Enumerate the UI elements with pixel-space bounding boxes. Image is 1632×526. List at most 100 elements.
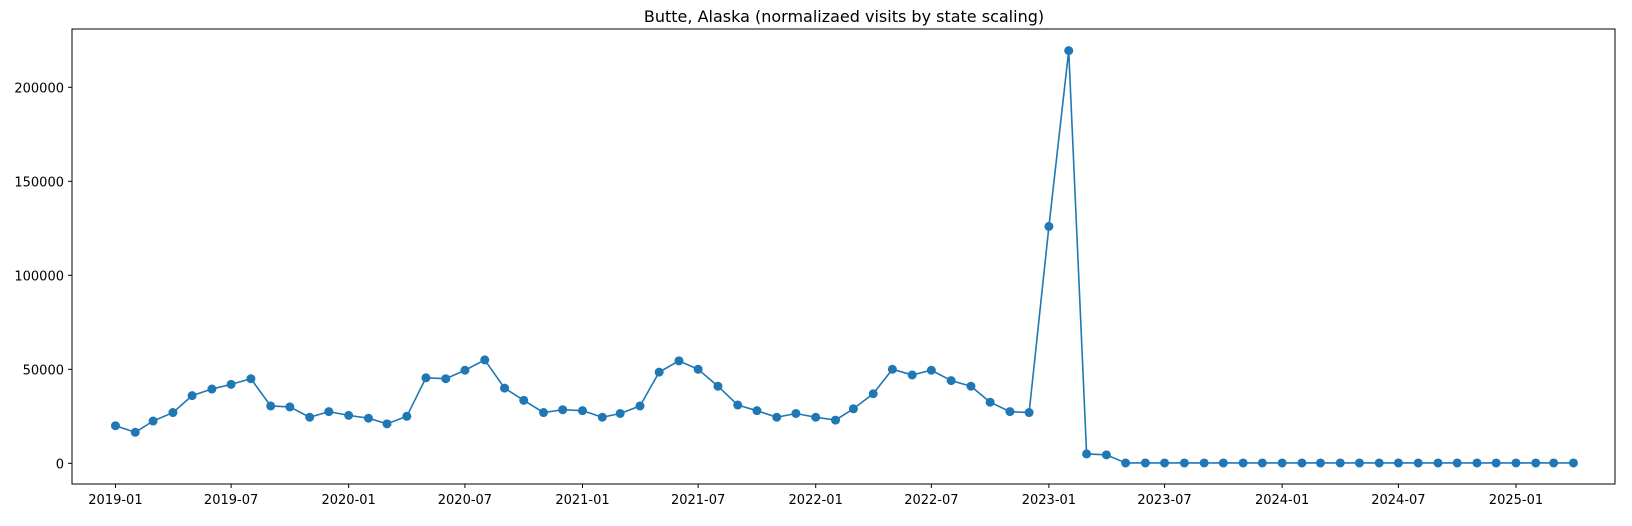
data-point	[460, 365, 470, 375]
data-point	[1140, 458, 1150, 468]
data-point	[733, 400, 743, 410]
data-point	[1335, 458, 1345, 468]
data-point	[519, 395, 529, 405]
x-tick-label: 2023-01	[1022, 493, 1076, 508]
y-tick-label: 150000	[14, 175, 64, 190]
data-point	[1452, 458, 1462, 468]
x-tick-label: 2019-07	[204, 493, 258, 508]
data-point	[1315, 458, 1325, 468]
data-point	[500, 383, 510, 393]
data-point	[1121, 458, 1131, 468]
chart-title: Butte, Alaska (normalizaed visits by sta…	[644, 7, 1044, 26]
x-tick-label: 2022-07	[904, 493, 958, 508]
data-point	[693, 364, 703, 374]
data-point	[168, 408, 178, 418]
data-point	[246, 374, 256, 384]
data-point	[1354, 458, 1364, 468]
x-tick-label: 2023-07	[1137, 493, 1191, 508]
data-point	[1082, 449, 1092, 459]
y-axis: 0 50000 100000 150000 200000	[14, 81, 72, 472]
x-axis: 2019-01 2019-07 2020-01 2020-07 2021-01 2021-…	[88, 484, 1543, 508]
data-point	[1064, 46, 1074, 56]
data-point	[1374, 458, 1384, 468]
data-point	[1101, 450, 1111, 460]
x-tick-label: 2024-01	[1255, 493, 1309, 508]
data-point	[635, 401, 645, 411]
data-point	[1257, 458, 1267, 468]
data-point	[480, 355, 490, 365]
x-tick-label: 2021-01	[555, 493, 609, 508]
x-tick-label: 2025-01	[1489, 493, 1543, 508]
data-point	[966, 381, 976, 391]
data-point	[772, 412, 782, 422]
y-tick-label: 50000	[23, 363, 64, 378]
data-point	[1218, 458, 1228, 468]
data-point	[1277, 458, 1287, 468]
data-point	[1433, 458, 1443, 468]
data-point	[187, 391, 197, 401]
plot-frame	[71, 28, 1616, 485]
x-tick-label: 2020-01	[321, 493, 375, 508]
data-point	[1472, 458, 1482, 468]
data-point	[1005, 407, 1015, 417]
x-tick-label: 2021-07	[671, 493, 725, 508]
data-point	[831, 415, 841, 425]
data-point	[110, 421, 120, 431]
data-point	[887, 364, 897, 374]
data-point	[421, 373, 431, 383]
data-point	[615, 408, 625, 418]
data-point	[1179, 458, 1189, 468]
data-point	[1491, 458, 1501, 468]
y-tick-label: 200000	[14, 81, 64, 96]
data-point	[441, 374, 451, 384]
data-point	[382, 419, 392, 429]
data-point	[1549, 458, 1559, 468]
data-point	[713, 381, 723, 391]
y-tick-label: 0	[56, 457, 64, 472]
data-point	[674, 356, 684, 366]
data-point	[848, 404, 858, 414]
data-point	[266, 401, 276, 411]
y-tick-label: 100000	[14, 269, 64, 284]
data-point	[148, 416, 158, 426]
data-point	[597, 412, 607, 422]
data-point	[1044, 221, 1054, 231]
data-point	[207, 384, 217, 394]
data-point	[1160, 458, 1170, 468]
data-point	[946, 376, 956, 386]
data-point	[285, 402, 295, 412]
x-tick-label: 2020-07	[438, 493, 492, 508]
data-point	[1297, 458, 1307, 468]
data-point	[539, 408, 549, 418]
data-point	[907, 370, 917, 380]
data-point	[926, 365, 936, 375]
data-point	[324, 407, 334, 417]
series-layer	[110, 46, 1578, 468]
data-point	[226, 379, 236, 389]
data-point	[402, 411, 412, 421]
data-point	[1238, 458, 1248, 468]
x-tick-label: 2022-01	[789, 493, 843, 508]
data-point	[811, 412, 821, 422]
data-point	[654, 367, 664, 377]
data-point	[305, 412, 315, 422]
series-line	[115, 49, 1574, 464]
data-point	[1568, 458, 1578, 468]
data-point	[1393, 458, 1403, 468]
data-point	[1511, 458, 1521, 468]
data-point	[985, 397, 995, 407]
x-tick-label: 2019-01	[88, 493, 142, 508]
data-point	[558, 405, 568, 415]
data-point	[130, 427, 140, 437]
data-point	[752, 406, 762, 416]
data-point	[1531, 458, 1541, 468]
data-point	[1024, 408, 1034, 418]
data-point	[1413, 458, 1423, 468]
data-point	[1199, 458, 1209, 468]
data-point	[868, 389, 878, 399]
data-point	[344, 410, 354, 420]
data-point	[363, 413, 373, 423]
data-point	[791, 408, 801, 418]
data-point	[578, 406, 587, 416]
x-tick-label: 2024-07	[1371, 493, 1425, 508]
